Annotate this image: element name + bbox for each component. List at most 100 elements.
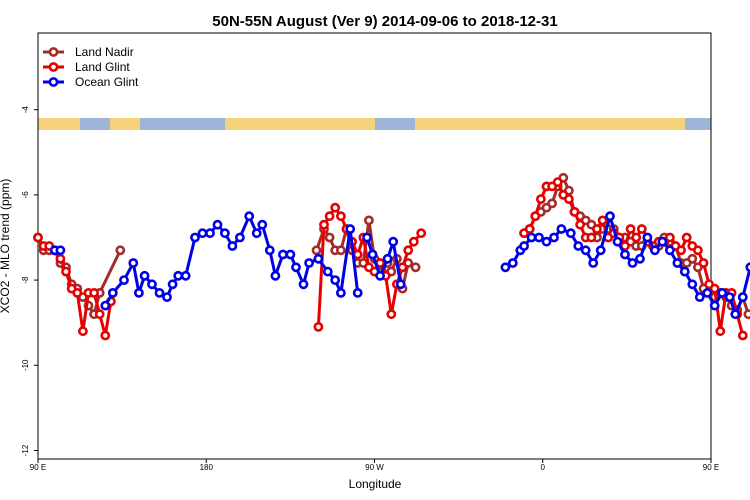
data-point: [244, 211, 255, 222]
data-point: [679, 266, 690, 277]
data-point: [330, 275, 341, 285]
data-point: [375, 270, 385, 281]
data-point: [397, 262, 408, 273]
data-point: [313, 253, 324, 264]
series-layer: [33, 172, 750, 341]
legend-marker: [48, 77, 59, 87]
x-axis: 90 E 180 90 W 0 90 E: [30, 459, 719, 472]
chart-title: 50N-55N August (Ver 9) 2014-09-06 to 201…: [212, 13, 557, 30]
data-point: [330, 202, 341, 213]
data-point: [180, 270, 191, 281]
data-point: [78, 326, 88, 337]
plot-frame: [37, 32, 712, 460]
data-point: [743, 309, 750, 320]
data-point: [500, 262, 511, 273]
data-point: [575, 219, 585, 230]
data-point: [586, 232, 597, 243]
data-point: [139, 270, 150, 281]
data-point: [205, 228, 215, 239]
data-point: [636, 224, 647, 234]
data-point: [197, 228, 208, 239]
data-point: [730, 309, 741, 320]
data-point: [519, 241, 529, 251]
data-point: [657, 236, 668, 247]
data-point: [665, 232, 675, 243]
data-point: [167, 279, 178, 290]
data-point: [693, 245, 703, 256]
world-map-strip: [38, 118, 711, 130]
data-point: [219, 228, 230, 239]
data-point: [352, 287, 363, 298]
legend-label: Land Nadir: [75, 45, 134, 59]
data-point: [55, 253, 66, 264]
y-tick-label: -6: [21, 191, 30, 199]
data-point: [324, 211, 335, 222]
data-point: [55, 245, 66, 256]
data-point: [635, 253, 645, 264]
data-point: [620, 249, 630, 260]
data-point: [147, 279, 157, 290]
data-point: [382, 253, 393, 264]
data-point: [311, 245, 322, 256]
data-point: [33, 232, 43, 243]
x-axis-label: Longitude: [349, 477, 402, 491]
x-tick-label: 180: [200, 463, 214, 472]
y-axis-label: XCO2 - MLO trend (ppm): [0, 179, 12, 314]
data-point: [631, 232, 642, 243]
data-point: [251, 228, 262, 239]
legend-marker: [48, 47, 59, 57]
data-point: [588, 258, 599, 268]
data-point: [335, 211, 346, 222]
x-tick-label: 90 E: [703, 463, 719, 472]
data-point: [352, 249, 363, 260]
data-point: [709, 300, 720, 311]
data-point: [507, 258, 518, 268]
data-point: [162, 292, 172, 302]
data-point: [128, 258, 139, 268]
data-point: [291, 262, 301, 273]
series-line: [523, 180, 745, 336]
data-point: [569, 206, 580, 217]
data-point: [534, 232, 544, 243]
data-point: [605, 211, 615, 222]
data-point: [335, 245, 346, 256]
x-tick-label: 90 E: [30, 463, 46, 472]
legend-item: Ocean Glint: [43, 75, 139, 89]
data-point: [345, 224, 356, 234]
map-land-chukotka: [110, 118, 140, 130]
y-tick-label: -10: [21, 359, 30, 371]
data-point: [672, 258, 683, 268]
legend-label: Land Glint: [75, 60, 130, 74]
data-point: [717, 287, 728, 298]
data-point: [367, 249, 378, 260]
data-point: [580, 245, 591, 256]
data-point: [556, 224, 567, 234]
data-point: [386, 309, 397, 320]
y-axis: -4 -6 -8 -10 -12: [21, 106, 38, 456]
data-point: [737, 330, 748, 341]
data-point: [745, 262, 750, 273]
data-point: [665, 245, 675, 256]
data-point: [100, 300, 111, 311]
map-land-north-america: [225, 118, 375, 130]
data-point: [573, 241, 584, 251]
data-point: [536, 194, 546, 204]
data-point: [133, 287, 144, 298]
data-point: [61, 266, 71, 277]
data-point: [698, 258, 709, 268]
data-point: [403, 245, 414, 256]
data-point: [362, 232, 372, 243]
data-point: [335, 287, 346, 298]
data-point: [642, 232, 653, 243]
legend-item: Land Glint: [43, 60, 130, 74]
data-point: [687, 279, 698, 290]
data-point: [416, 228, 427, 239]
data-point: [313, 321, 324, 332]
data-point: [650, 245, 660, 256]
data-point: [388, 236, 399, 247]
data-point: [564, 194, 574, 204]
data-point: [107, 287, 118, 298]
data-point: [72, 287, 83, 298]
x-tick-label: 90 W: [365, 463, 384, 472]
